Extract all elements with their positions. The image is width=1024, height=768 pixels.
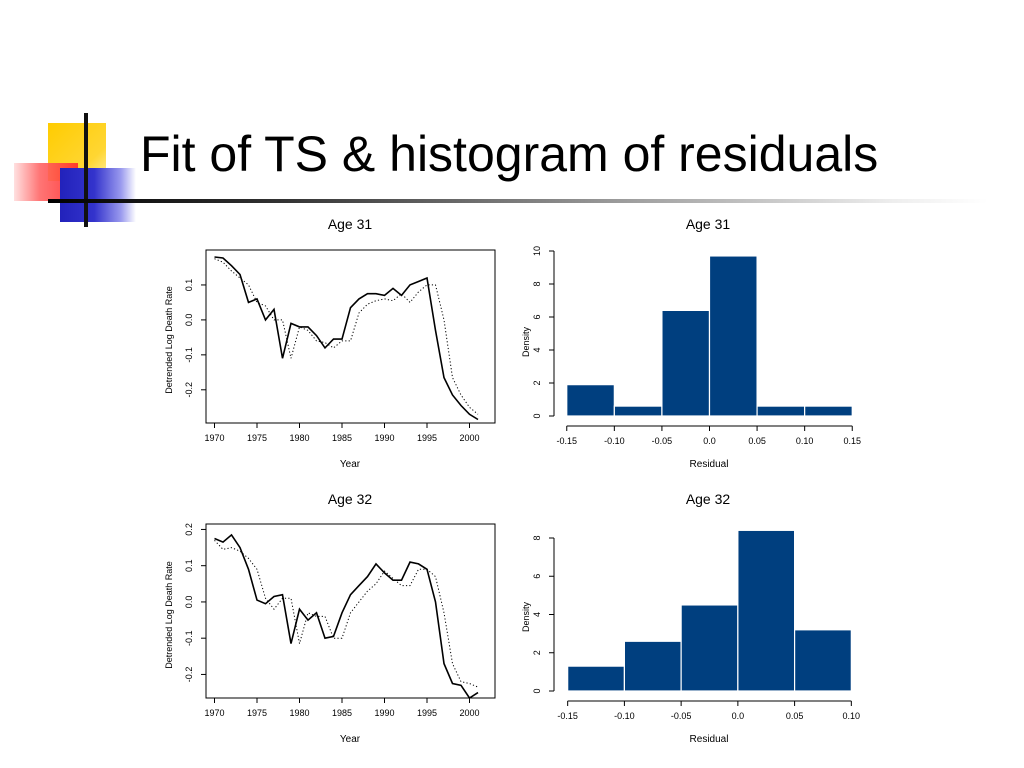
chart-age31-timeseries: Age 31 1970 1975 1980 1985 1990 1995 2000 -0.2…: [164, 216, 496, 470]
plot-frame: [205, 249, 496, 424]
x-tick-label: 0.0: [732, 711, 745, 721]
y-tick-label: 0.0: [184, 314, 194, 327]
histogram-bar: [566, 384, 615, 417]
x-tick-label: 0.10: [843, 711, 861, 721]
x-tick-label: -0.15: [557, 436, 578, 446]
chart-age32-histogram: Age 32 -0.15 -0.10 -0.05 0.0 0.05 0.10 02468 …: [521, 491, 861, 745]
x-tick-label: 1990: [374, 433, 394, 443]
title-underline-rule: [48, 199, 988, 203]
x-axis-label: Residual: [690, 734, 729, 745]
chart-age32-timeseries: Age 32 1970 1975 1980 1985 1990 1995 2000 -0.2…: [164, 491, 496, 745]
chart-title: Age 31: [328, 216, 373, 232]
histogram-bar: [793, 629, 852, 692]
chart-title: Age 32: [686, 491, 731, 507]
observed-series-line: [214, 533, 479, 700]
histogram-bar: [613, 405, 663, 417]
x-tick-label: 0.0: [703, 436, 716, 446]
y-tick-label: 0: [532, 413, 542, 418]
x-tick-label: -0.15: [557, 711, 578, 721]
x-tick-label: -0.10: [614, 711, 635, 721]
x-tick-label: -0.10: [604, 436, 625, 446]
decor-blue-square: [60, 168, 136, 222]
histogram-bar: [680, 604, 739, 692]
x-tick-label: 1970: [204, 708, 224, 718]
y-tick-label: 0.2: [184, 523, 194, 536]
y-tick-label: 4: [532, 347, 542, 352]
x-tick-label: 0.10: [796, 436, 814, 446]
y-tick-label: 0.1: [184, 279, 194, 292]
x-tick-label: 1990: [374, 708, 394, 718]
y-tick-label: -0.1: [184, 347, 194, 363]
y-tick-label: -0.1: [184, 630, 194, 646]
y-tick-label: -0.2: [184, 382, 194, 398]
x-axis-label: Year: [340, 734, 361, 745]
y-tick-label: 6: [532, 314, 542, 319]
y-tick-label: 10: [532, 246, 542, 256]
y-tick-label: 6: [532, 574, 542, 579]
histogram-bar: [708, 255, 758, 417]
x-tick-label: 1975: [247, 433, 267, 443]
histogram-bar: [756, 405, 806, 417]
slide-title: Fit of TS & histogram of residuals: [140, 126, 879, 182]
x-tick-label: 1995: [417, 433, 437, 443]
x-tick-label: -0.05: [671, 711, 692, 721]
histogram-bar: [623, 640, 682, 692]
fitted-series-line: [214, 258, 479, 415]
x-tick-label: 0.05: [748, 436, 766, 446]
fitted-series-line: [214, 539, 479, 688]
y-tick-label: 4: [532, 612, 542, 617]
y-tick-label: 2: [532, 380, 542, 385]
x-tick-label: 1980: [289, 708, 309, 718]
x-tick-label: 1995: [417, 708, 437, 718]
y-axis-label: Detrended Log Death Rate: [164, 561, 174, 669]
y-axis-label: Density: [521, 601, 531, 632]
histogram-bar: [804, 405, 853, 417]
x-tick-label: 1980: [289, 433, 309, 443]
y-tick-label: 8: [532, 535, 542, 540]
histogram-bar: [661, 309, 711, 417]
y-tick-label: -0.2: [184, 667, 194, 683]
decor-vertical-rule: [84, 113, 88, 227]
x-tick-label: 2000: [459, 433, 479, 443]
x-tick-label: 0.05: [786, 711, 804, 721]
x-tick-label: 1985: [332, 708, 352, 718]
x-tick-label: 2000: [459, 708, 479, 718]
x-tick-label: 1975: [247, 708, 267, 718]
y-tick-label: 2: [532, 650, 542, 655]
x-tick-label: 0.15: [843, 436, 861, 446]
chart-age31-histogram: Age 31 -0.15 -0.10 -0.05 0.0 0.05 0.10 0.15 0 2…: [521, 216, 861, 470]
x-tick-label: 1970: [204, 433, 224, 443]
x-axis-label: Residual: [690, 459, 729, 470]
x-tick-label: 1985: [332, 433, 352, 443]
x-tick-label: -0.05: [652, 436, 673, 446]
y-axis-label: Detrended Log Death Rate: [164, 286, 174, 394]
chart-title: Age 32: [328, 491, 373, 507]
plot-frame: [205, 523, 496, 699]
x-axis-label: Year: [340, 459, 361, 470]
y-tick-label: 0.0: [184, 596, 194, 609]
histogram-bar: [567, 665, 626, 692]
observed-series-line: [214, 256, 479, 421]
y-tick-label: 8: [532, 281, 542, 286]
chart-title: Age 31: [686, 216, 731, 232]
y-tick-label: 0: [532, 688, 542, 693]
y-tick-label: 0.1: [184, 559, 194, 572]
histogram-bar: [737, 529, 796, 692]
y-axis-label: Density: [521, 326, 531, 357]
